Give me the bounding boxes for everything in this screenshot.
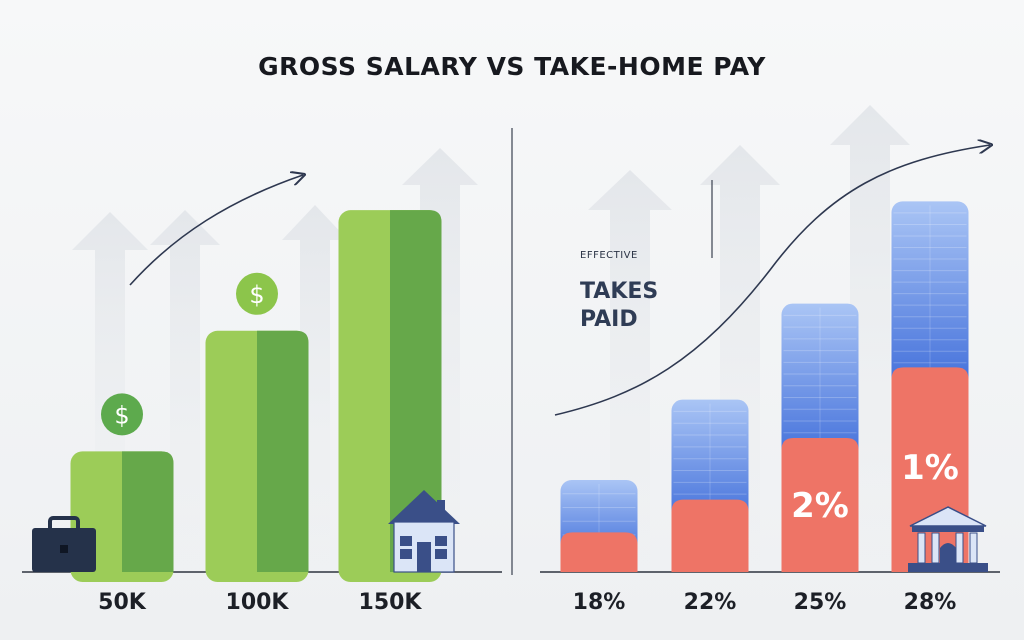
tax-stacked-bar <box>671 399 749 572</box>
house-icon <box>388 490 460 573</box>
bar-segment-blue <box>891 201 969 398</box>
briefcase-icon <box>32 516 96 572</box>
salary-bar <box>205 330 309 582</box>
salary-bar-shade <box>122 451 174 572</box>
x-tick-label: 18% <box>572 590 626 615</box>
x-tick-label: 22% <box>683 590 737 615</box>
bar-segment-red <box>671 499 749 572</box>
x-tick-label: 28% <box>903 590 957 615</box>
bar-segment-red <box>781 438 859 572</box>
paid-line: PAID <box>580 307 638 332</box>
effective-label: EFFECTIVE <box>580 250 638 261</box>
x-tick-label: 100K <box>225 590 289 615</box>
ghost-arrow-icon <box>72 212 148 570</box>
bar-segment-red <box>560 532 638 572</box>
bank-icon <box>908 506 988 572</box>
bar-data-label: 2% <box>791 486 849 526</box>
dollar-coin-icon: $ <box>101 393 143 436</box>
ghost-arrow-icon <box>588 170 672 570</box>
tax-stacked-bar <box>781 303 859 572</box>
coin-symbol: $ <box>249 281 264 309</box>
chart-title: GROSS SALARY VS TAKE-HOME PAY <box>258 52 766 81</box>
x-tick-label: 150K <box>358 590 422 615</box>
bar-segment-blue <box>671 399 749 530</box>
takes-paid-label: TAKES PAID <box>580 278 658 334</box>
bar-data-label: 1% <box>901 448 959 488</box>
coin-symbol: $ <box>114 401 129 429</box>
ghost-arrow-icon <box>282 205 348 570</box>
dollar-coin-icon: $ <box>236 272 278 315</box>
tax-stacked-bar <box>560 480 638 572</box>
ghost-arrow-icon <box>150 210 220 570</box>
takes-line: TAKES <box>580 279 659 304</box>
salary-bar <box>70 451 174 582</box>
salary-bar-shade <box>257 330 309 572</box>
salary-bar <box>338 210 442 582</box>
x-tick-label: 50K <box>98 590 146 615</box>
right-trend-curve <box>554 145 990 416</box>
x-tick-label: 25% <box>793 590 847 615</box>
left-trend-arrow <box>129 175 303 286</box>
bar-segment-blue <box>781 303 859 468</box>
salary-bar-shade <box>390 210 442 572</box>
